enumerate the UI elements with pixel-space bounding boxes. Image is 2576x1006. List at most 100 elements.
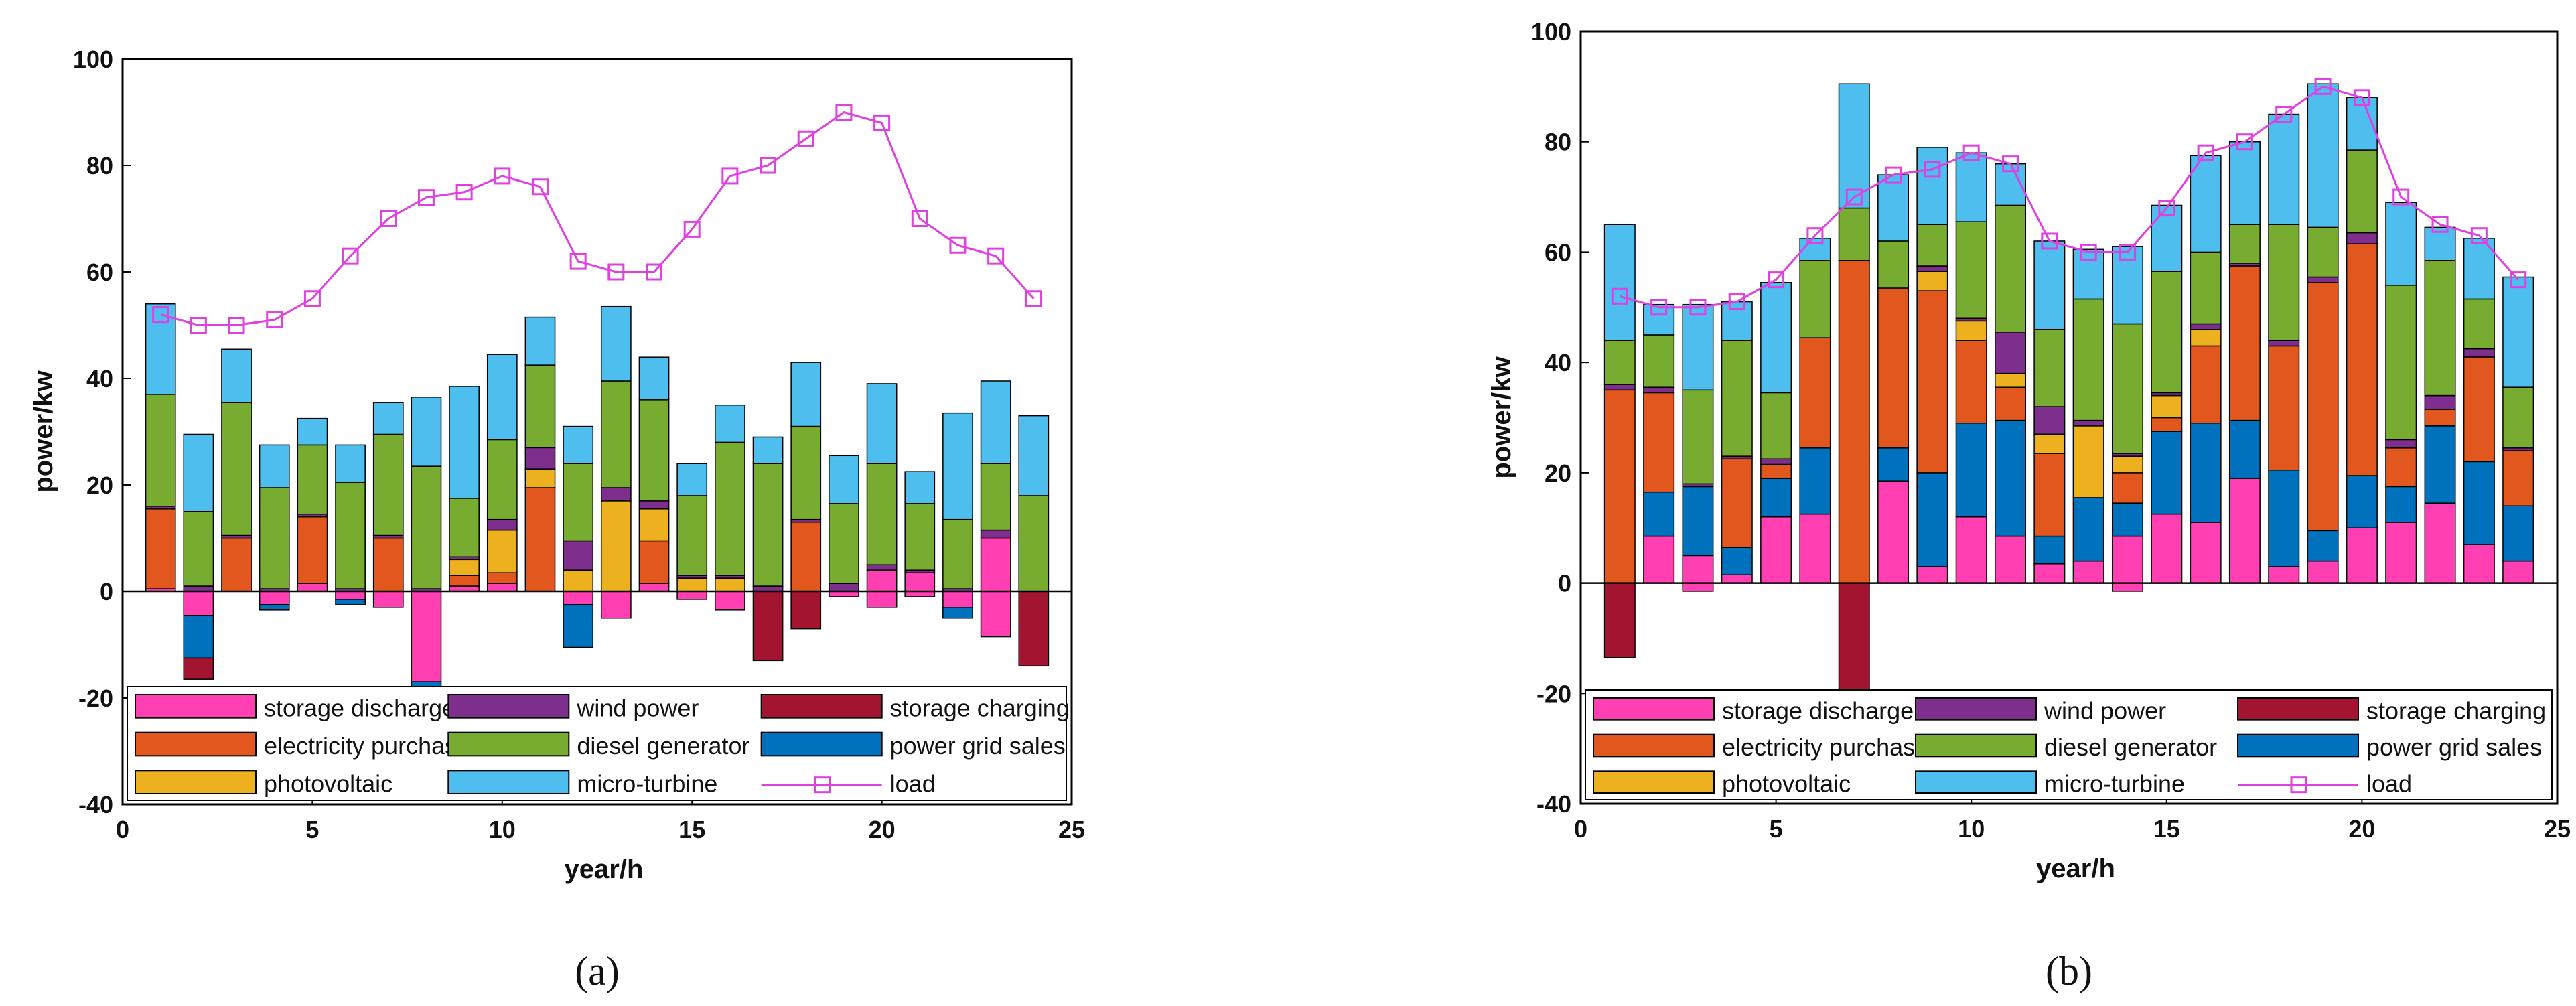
bar-electricity-purchase xyxy=(2228,265,2261,421)
x-axis-label: year/h xyxy=(565,855,644,884)
bar-storage-charging-negative xyxy=(790,591,822,630)
bar-diesel-generator xyxy=(904,503,936,571)
bar-micro-turbine xyxy=(600,305,632,382)
bar-diesel-generator xyxy=(2424,260,2456,397)
legend-box xyxy=(1585,689,2553,800)
bar-storage-discharge xyxy=(1877,480,1910,584)
bar-storage-discharge xyxy=(2033,563,2066,584)
chart-caption: (a) xyxy=(575,949,620,993)
bar-micro-turbine xyxy=(2033,240,2066,330)
bar-storage-discharge-negative xyxy=(715,591,745,611)
bar-electricity-purchase xyxy=(1760,463,1792,479)
legend-label-electricity-purchase: electricity purchase xyxy=(1722,733,1928,761)
load-marker xyxy=(2119,243,2136,261)
bar-diesel-generator xyxy=(449,498,480,558)
bar-wind-power xyxy=(1760,458,1792,465)
bar-wind-power xyxy=(2424,394,2456,410)
bar-wind-power xyxy=(1995,332,2027,374)
bar-power-grid-sales xyxy=(2111,502,2143,537)
bar-diesel-generator xyxy=(790,425,822,520)
bar-wind-power xyxy=(2190,323,2222,330)
load-marker xyxy=(835,104,853,121)
bar-diesel-generator xyxy=(2033,328,2066,407)
load-marker xyxy=(873,114,891,131)
bar-micro-turbine xyxy=(449,386,480,499)
y-tick-label: 80 xyxy=(1545,129,1571,156)
bar-electricity-purchase xyxy=(1603,389,1636,584)
load-marker xyxy=(1689,299,1707,316)
bar-diesel-generator xyxy=(676,495,708,576)
bar-micro-turbine xyxy=(1643,303,1675,336)
chart-a-svg: 0 5 10 15 20 25 -40 -20 0 20 40 60 80 100 year/h power/… xyxy=(29,46,1085,993)
load-marker xyxy=(303,290,321,307)
bar-wind-power xyxy=(1603,384,1636,391)
bar-electricity-purchase xyxy=(1877,287,1910,449)
bar-micro-turbine xyxy=(2385,202,2417,286)
x-tick-label: 25 xyxy=(1058,816,1085,843)
bar-micro-turbine xyxy=(790,362,822,427)
bar-wind-power xyxy=(1916,265,1948,273)
bar-storage-discharge xyxy=(1760,516,1792,584)
bar-power-grid-sales xyxy=(2424,425,2456,504)
bar-storage-discharge xyxy=(297,583,328,592)
y-tick-label: 100 xyxy=(73,46,113,73)
bar-micro-turbine xyxy=(638,356,670,401)
bar-micro-turbine xyxy=(297,417,328,446)
bar-micro-turbine xyxy=(1955,152,1987,222)
bar-storage-discharge xyxy=(2307,560,2339,584)
load-marker xyxy=(1728,293,1745,311)
bar-wind-power xyxy=(2072,419,2104,427)
legend-swatch-storage-discharge xyxy=(135,694,257,719)
bar-diesel-generator xyxy=(221,402,252,536)
load-marker xyxy=(152,306,169,324)
bar-storage-discharge xyxy=(1643,535,1675,584)
load-marker xyxy=(1885,166,1902,184)
bar-photovoltaic xyxy=(715,577,745,592)
y-tick-label: 0 xyxy=(1558,570,1571,597)
chart-panel-b: 0 5 10 15 20 25 -40 -20 0 20 40 60 80 100 year/h power/… xyxy=(1288,0,2576,1006)
load-marker xyxy=(2353,89,2370,106)
bar-storage-discharge xyxy=(2346,527,2378,584)
bar-micro-turbine xyxy=(1603,224,1636,341)
load-marker xyxy=(911,210,928,227)
bar-diesel-generator xyxy=(1643,334,1675,388)
bar-micro-turbine xyxy=(676,463,708,496)
y-tick-label: 100 xyxy=(1531,18,1571,46)
bar-micro-turbine xyxy=(2072,248,2104,300)
bar-storage-discharge-negative xyxy=(411,591,442,682)
bar-power-grid-sales xyxy=(2228,419,2261,479)
legend-swatch-storage-charging xyxy=(760,694,883,719)
bar-power-grid-sales xyxy=(2463,461,2495,545)
load-marker xyxy=(569,253,587,270)
x-tick-label: 25 xyxy=(2544,815,2571,843)
bar-storage-discharge xyxy=(2424,502,2456,584)
bar-diesel-generator xyxy=(942,518,973,589)
bar-wind-power xyxy=(638,500,670,510)
bar-micro-turbine xyxy=(1760,281,1792,394)
bar-micro-turbine xyxy=(486,354,518,441)
bar-photovoltaic xyxy=(638,508,670,542)
bar-storage-discharge-negative xyxy=(372,591,404,608)
legend-label-electricity-purchase: electricity purchase xyxy=(264,732,470,760)
load-marker xyxy=(455,184,473,201)
bar-diesel-generator xyxy=(2111,323,2143,454)
bar-power-grid-sales xyxy=(2307,530,2339,562)
bar-photovoltaic xyxy=(1955,320,1987,341)
bar-storage-discharge xyxy=(980,537,1011,592)
legend-swatch-wind-power xyxy=(447,694,570,719)
bar-power-grid-sales-negative xyxy=(942,607,973,619)
load-marker xyxy=(2158,200,2175,217)
bar-micro-turbine xyxy=(980,380,1011,464)
bar-diesel-generator xyxy=(829,503,859,584)
load-marker xyxy=(266,311,283,329)
bar-electricity-purchase xyxy=(2268,345,2300,471)
legend-box xyxy=(127,686,1067,801)
bar-wind-power xyxy=(2033,406,2066,435)
bar-power-grid-sales xyxy=(2385,486,2417,523)
bar-electricity-purchase xyxy=(1916,290,1948,474)
bar-diesel-generator xyxy=(335,482,366,589)
legend-label-load: load xyxy=(2366,770,2412,798)
bar-diesel-generator xyxy=(411,465,442,589)
bar-electricity-purchase xyxy=(2151,417,2183,432)
load-marker xyxy=(2197,144,2214,161)
